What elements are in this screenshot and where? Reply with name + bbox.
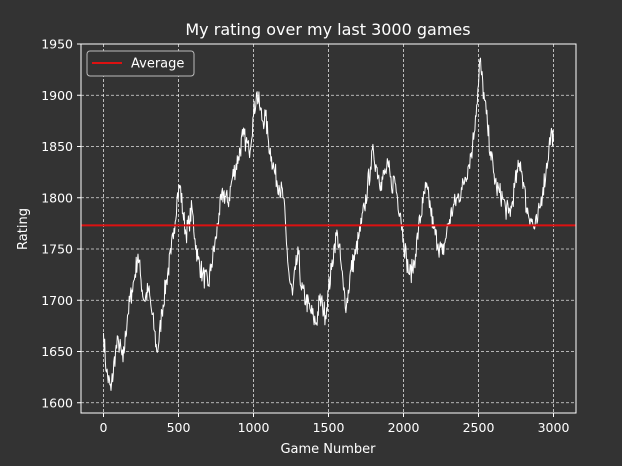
legend: Average xyxy=(86,50,195,77)
x-tick-label: 1000 xyxy=(238,420,270,435)
x-tick-label: 2000 xyxy=(388,420,420,435)
y-axis-label: Rating xyxy=(16,208,31,250)
y-tick-label: 1800 xyxy=(41,190,73,205)
x-axis-label: Game Number xyxy=(280,442,376,457)
x-tick-label: 0 xyxy=(100,420,108,435)
y-tick-label: 1900 xyxy=(41,88,73,103)
x-tick-label: 3000 xyxy=(538,420,570,435)
chart-title: My rating over my last 3000 games xyxy=(185,20,470,39)
y-tick-label: 1700 xyxy=(41,293,73,308)
y-tick-label: 1750 xyxy=(41,242,73,257)
legend-box xyxy=(86,50,195,77)
y-tick-label: 1950 xyxy=(41,37,73,52)
series-layer xyxy=(81,57,576,391)
y-tick-label: 1650 xyxy=(41,344,73,359)
rating-series-line xyxy=(103,57,554,391)
y-tick-label: 1850 xyxy=(41,139,73,154)
ticks-layer: 0 500 1000 1500 2000 2500 3000 1600 1650 1700 1750… xyxy=(41,37,569,436)
x-tick-label: 1500 xyxy=(313,420,345,435)
legend-label-average: Average xyxy=(131,57,184,72)
y-tick-label: 1600 xyxy=(41,395,73,410)
x-tick-label: 2500 xyxy=(463,420,495,435)
x-tick-label: 500 xyxy=(167,420,191,435)
